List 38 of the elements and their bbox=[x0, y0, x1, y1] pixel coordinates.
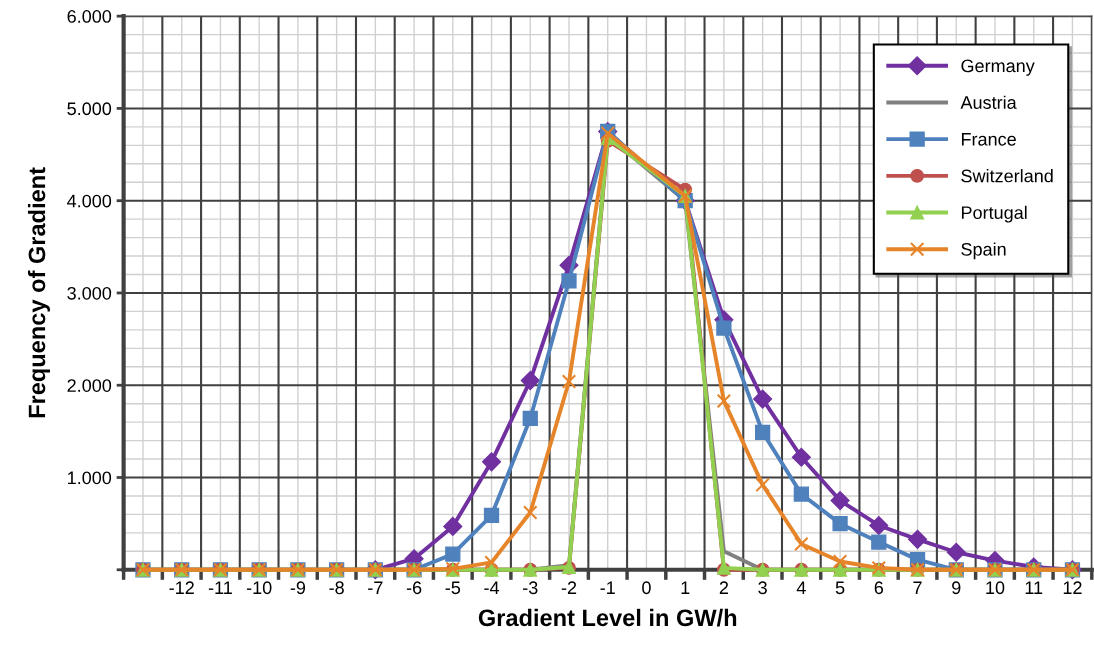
y-tick-label: 2.000 bbox=[67, 379, 112, 392]
y-tick-label: 4.000 bbox=[67, 194, 112, 208]
y-tick-label: 6.000 bbox=[67, 10, 112, 23]
x-tick-label: 11 bbox=[1025, 581, 1043, 594]
x-tick-label: -8 bbox=[329, 581, 344, 595]
x-axis-title: Gradient Level in GW/h bbox=[478, 608, 737, 627]
x-tick-label: -6 bbox=[406, 581, 422, 595]
x-tick-label: 5 bbox=[835, 581, 845, 595]
legend-label: Switzerland bbox=[961, 169, 1053, 183]
x-tick-label: 6 bbox=[874, 581, 884, 595]
x-tick-label: 3 bbox=[758, 581, 767, 595]
x-tick-label: -11 bbox=[208, 581, 232, 594]
x-tick-label: -9 bbox=[290, 581, 306, 595]
x-tick-label: -1 bbox=[600, 581, 615, 594]
y-tick-label: 3.000 bbox=[67, 286, 112, 300]
x-tick-label: 10 bbox=[986, 581, 1005, 595]
legend-label: Germany bbox=[961, 59, 1035, 76]
x-tick-label: -4 bbox=[484, 581, 500, 594]
legend-label: Portugal bbox=[961, 205, 1027, 223]
x-tick-label: -7 bbox=[368, 581, 383, 594]
y-axis-title: Frequency of Gradient bbox=[27, 167, 50, 418]
x-tick-label: -12 bbox=[169, 581, 194, 594]
x-tick-label: -2 bbox=[561, 581, 577, 594]
y-tick-label: 5.000 bbox=[67, 102, 112, 116]
x-tick-label: 9 bbox=[952, 581, 961, 595]
legend-label: France bbox=[961, 133, 1016, 146]
x-tick-label: -10 bbox=[246, 581, 272, 595]
y-tick-label: 1.000 bbox=[68, 471, 112, 485]
legend-label: Austria bbox=[960, 95, 1017, 109]
x-tick-label: 1 bbox=[681, 581, 690, 594]
x-tick-label: 12 bbox=[1063, 581, 1082, 594]
x-tick-label: -5 bbox=[445, 581, 461, 595]
legend-label: Spain bbox=[961, 242, 1006, 260]
x-tick-label: 0 bbox=[642, 581, 651, 595]
x-tick-label: 4 bbox=[796, 581, 806, 594]
x-tick-label: 2 bbox=[719, 581, 729, 594]
x-tick-label: -3 bbox=[523, 581, 538, 595]
x-tick-label: 7 bbox=[913, 581, 922, 594]
